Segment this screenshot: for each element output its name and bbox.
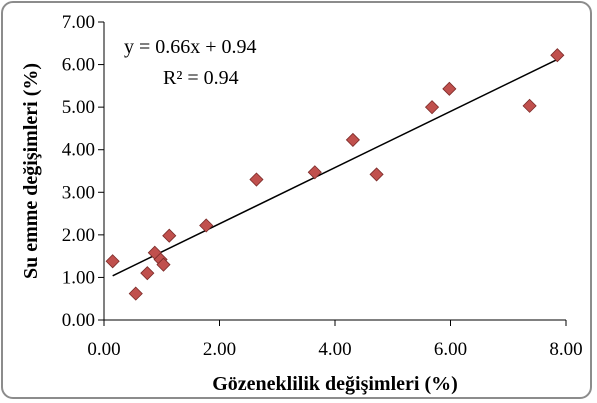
data-point	[140, 266, 155, 281]
x-tick-labels: 0.00 2.00 4.00 6.00 8.00	[87, 320, 583, 360]
data-point	[550, 48, 565, 63]
data-point	[105, 254, 120, 269]
x-tick-label: 0.00	[87, 339, 120, 360]
data-point	[345, 132, 360, 147]
data-point	[307, 165, 322, 180]
y-axis-title: Su emme değişimleri (%)	[20, 63, 42, 279]
x-tick-label: 8.00	[549, 339, 582, 360]
data-point	[442, 81, 457, 96]
data-point	[424, 100, 440, 115]
y-tick-label: 2.00	[62, 225, 95, 246]
trendline-group	[112, 58, 558, 277]
data-point	[128, 286, 143, 301]
y-tick-label: 7.00	[62, 12, 95, 33]
y-tick-label: 3.00	[62, 182, 95, 203]
x-tick-label: 2.00	[203, 339, 236, 360]
data-point	[162, 228, 177, 243]
chart-frame	[1, 1, 592, 399]
data-point	[369, 167, 384, 182]
y-tick-label: 0.00	[62, 310, 95, 331]
r-squared-annotation: R² = 0.94	[163, 67, 239, 89]
y-tick-labels: 0.00 1.00 2.00 3.00 4.00 5.00 6.00 7.00	[62, 12, 104, 331]
y-tick-label: 1.00	[62, 267, 95, 288]
equation-annotation: y = 0.66x + 0.94	[124, 36, 257, 58]
data-point	[199, 218, 214, 233]
y-tick-label: 6.00	[62, 55, 95, 76]
x-tick-label: 6.00	[434, 339, 467, 360]
y-tick-label: 4.00	[62, 140, 95, 161]
y-tick-label: 5.00	[62, 97, 95, 118]
data-point	[249, 172, 264, 187]
data-point	[522, 98, 537, 113]
data-points	[105, 48, 565, 301]
x-tick-label: 4.00	[318, 339, 351, 360]
trendline	[112, 58, 558, 277]
data-point	[156, 257, 171, 272]
x-axis-title: Gözeneklilik değişimleri (%)	[212, 373, 458, 395]
